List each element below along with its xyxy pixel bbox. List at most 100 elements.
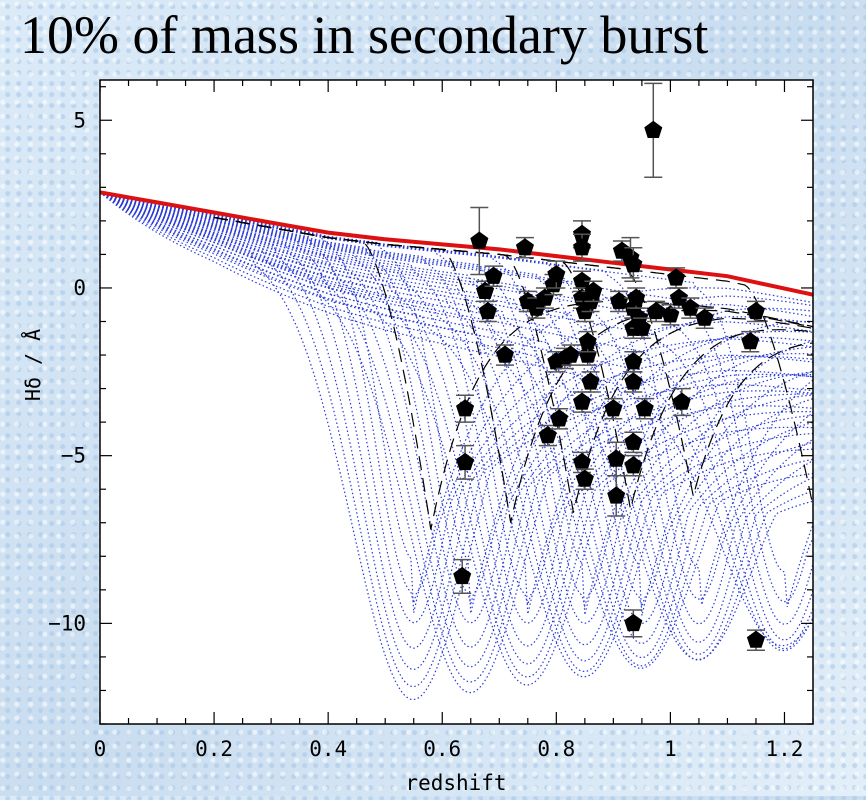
point-marker (632, 318, 651, 336)
burst-track-line (99, 191, 814, 603)
point-marker (456, 399, 475, 417)
point-marker (573, 452, 591, 471)
burst-track-line (99, 191, 814, 608)
point-marker (550, 409, 569, 427)
burst-track-line (99, 191, 814, 624)
x-tick-label: 0.6 (423, 737, 461, 761)
axis-ticks-layer: 0 0.2 0.4 0.6 0.8 1 1.2 5 0 −5 −10 (48, 80, 814, 761)
point-marker (695, 308, 714, 326)
x-tick-label: 0.2 (195, 737, 233, 761)
point-marker (547, 265, 566, 283)
data-point (669, 287, 688, 309)
data-point (746, 300, 765, 323)
point-marker (584, 281, 603, 299)
burst-track-line (99, 191, 814, 625)
point-marker (746, 301, 765, 320)
data-point (495, 344, 514, 366)
y-tick-label: 0 (73, 276, 86, 300)
data-point (550, 407, 569, 430)
plot-background (100, 80, 813, 724)
data-point (581, 371, 600, 393)
data-point (456, 394, 475, 423)
data-point (647, 300, 666, 323)
data-point (584, 280, 603, 303)
data-point (575, 468, 594, 490)
point-marker (607, 486, 626, 504)
point-marker (573, 392, 591, 410)
point-marker (624, 372, 643, 390)
data-point (635, 397, 654, 420)
point-marker (495, 345, 514, 363)
data-point (607, 475, 626, 517)
data-point (632, 317, 651, 340)
point-marker (607, 449, 626, 467)
y-tick-label: −10 (48, 611, 86, 635)
x-tick-label: 0 (94, 737, 107, 761)
point-marker (575, 469, 594, 487)
data-point (572, 391, 591, 413)
point-marker (624, 456, 643, 474)
data-point (644, 82, 663, 179)
slide-title: 10% of mass in secondary burst (20, 5, 709, 65)
point-marker (604, 399, 623, 417)
data-point (478, 300, 497, 323)
point-marker (581, 372, 600, 390)
point-marker (456, 452, 475, 471)
point-marker (538, 426, 557, 444)
data-point (672, 387, 691, 417)
point-marker (661, 305, 680, 323)
point-marker (484, 266, 503, 284)
data-points-layer (453, 82, 765, 651)
plot-frame (99, 79, 814, 725)
point-marker (478, 301, 497, 320)
burst-track-line (99, 191, 813, 678)
point-marker (627, 288, 646, 306)
point-marker (624, 613, 643, 632)
data-point (624, 609, 643, 638)
y-tick-label: −5 (61, 444, 86, 468)
point-marker (624, 352, 643, 370)
point-marker (746, 630, 765, 648)
x-tick-label: 0.4 (309, 737, 347, 761)
base-model-track (99, 190, 814, 297)
point-marker (644, 120, 663, 138)
point-marker (610, 291, 629, 310)
burst-track-line (99, 191, 814, 671)
burst-track-line (99, 191, 814, 661)
point-marker (741, 332, 760, 350)
burst-track-line (99, 191, 814, 662)
point-marker (573, 271, 591, 289)
point-marker (635, 399, 654, 417)
point-marker (624, 255, 643, 273)
data-point (624, 246, 643, 282)
point-marker (624, 432, 643, 450)
burst-track-line (99, 191, 814, 641)
burst-track-line (99, 191, 814, 673)
point-marker (578, 345, 597, 363)
data-point (746, 629, 765, 651)
y-axis-label: Hδ / Å (21, 329, 45, 401)
burst-track-line (99, 191, 813, 665)
y-tick-label: 5 (73, 108, 86, 132)
data-point (624, 371, 643, 393)
data-point (547, 260, 566, 289)
burst-track-line (99, 191, 814, 659)
data-point (624, 431, 643, 454)
burst-track-line (99, 191, 814, 646)
data-point (741, 330, 760, 353)
burst-track-line (99, 191, 814, 600)
data-point (624, 454, 643, 477)
point-marker (573, 224, 591, 242)
x-tick-label: 0.8 (537, 737, 575, 761)
data-point (470, 206, 489, 276)
point-marker (667, 268, 686, 286)
point-marker (669, 288, 688, 306)
data-point (535, 287, 554, 309)
point-marker (470, 231, 489, 249)
data-point (515, 236, 534, 259)
point-marker (681, 298, 700, 316)
data-point (453, 558, 472, 594)
point-marker (453, 566, 472, 585)
